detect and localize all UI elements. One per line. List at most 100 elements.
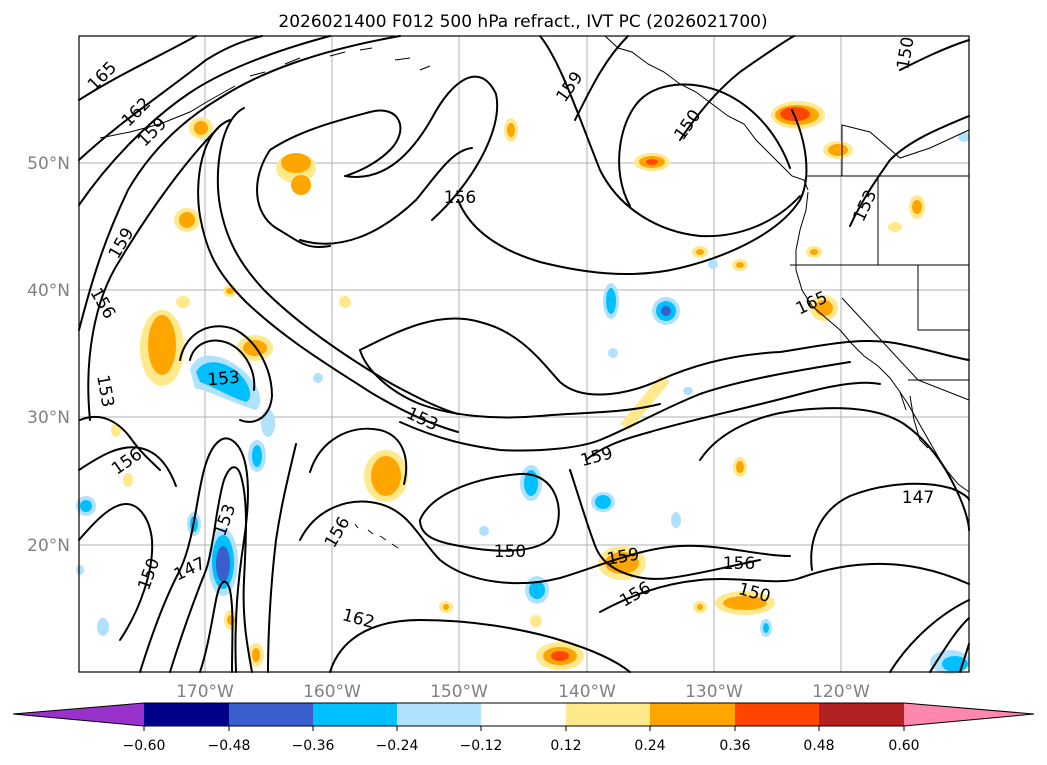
colorbar-ticks xyxy=(143,726,905,731)
positive-anomaly-patch xyxy=(504,118,518,142)
positive-anomaly-patch xyxy=(733,457,747,477)
colorbar-tick-label: −0.60 xyxy=(123,738,166,754)
positive-anomaly-patch xyxy=(620,376,670,430)
lon-label-140w: 140°W xyxy=(558,682,616,702)
colorbar: −0.60 −0.48 −0.36 −0.24 −0.12 0.12 0.24 … xyxy=(12,702,1035,754)
lat-label-20n: 20°N xyxy=(27,536,70,556)
coastlines xyxy=(99,35,970,549)
contour-line xyxy=(359,317,970,396)
colorbar-tick-label: 0.48 xyxy=(803,738,834,754)
negative-anomaly-patch xyxy=(190,355,261,410)
contour-line xyxy=(574,35,629,121)
contour-line xyxy=(457,109,808,275)
latitude-labels: 50°N 40°N 30°N 20°N xyxy=(27,154,70,556)
lon-label-160w: 160°W xyxy=(303,682,361,702)
contour-line xyxy=(359,349,661,419)
map-panel: 165 162 159 159 156 153 156 150 147 153 … xyxy=(76,35,970,674)
positive-anomaly-patch xyxy=(174,208,200,232)
positive-anomaly-patch xyxy=(276,153,316,195)
lon-label-130w: 130°W xyxy=(685,682,743,702)
contour-line xyxy=(889,599,970,673)
positive-anomaly-patch xyxy=(771,101,825,129)
contour-label: 156 xyxy=(444,188,476,208)
negative-anomaly-patch xyxy=(603,283,619,319)
colorbar-segment xyxy=(735,703,819,726)
canada-province-line xyxy=(808,124,970,177)
contour-label: 153 xyxy=(207,368,241,391)
baja-coastline xyxy=(899,391,929,449)
contour-line xyxy=(309,427,408,485)
contour-line xyxy=(899,39,970,71)
colorbar-tick-label: 0.24 xyxy=(634,738,665,754)
colorbar-segment xyxy=(481,703,566,726)
contour-label: 156 xyxy=(723,554,755,574)
contour-line xyxy=(199,580,234,673)
alaska-bc-coastline xyxy=(604,35,809,191)
colorbar-tick-label: 0.12 xyxy=(550,738,581,754)
contour-line xyxy=(256,149,331,248)
colorbar-tick-label: −0.36 xyxy=(292,738,335,754)
contour-line xyxy=(299,147,473,245)
colorbar-tick-label: 0.60 xyxy=(888,738,919,754)
contour-line xyxy=(169,466,253,673)
colorbar-tick-label: 0.36 xyxy=(719,738,750,754)
positive-anomaly-patch xyxy=(634,153,670,171)
contour-label: 150 xyxy=(494,542,526,562)
colorbar-segment xyxy=(397,703,481,726)
contour-line xyxy=(179,325,273,423)
colorbar-tick-label: −0.48 xyxy=(208,738,251,754)
contour-line xyxy=(269,109,402,177)
contour-line xyxy=(585,381,881,461)
contour-line xyxy=(139,437,249,673)
contour-line xyxy=(679,35,795,141)
positive-anomaly-patch xyxy=(364,450,408,502)
negative-anomaly-patch xyxy=(652,297,680,325)
aleutian-islands xyxy=(99,47,431,139)
ivt-shading xyxy=(76,101,970,674)
colorbar-segment xyxy=(819,703,904,726)
positive-anomaly-patch xyxy=(248,643,264,667)
refractivity-contours xyxy=(78,35,970,673)
state-boundaries xyxy=(790,176,970,401)
contour-line xyxy=(569,469,761,580)
contour-line xyxy=(78,35,331,206)
contour-line xyxy=(189,339,256,391)
contour-line xyxy=(267,443,297,673)
contour-line xyxy=(699,407,970,531)
contour-line xyxy=(399,361,851,452)
contour-line xyxy=(79,415,161,471)
negative-anomaly-patch xyxy=(76,132,970,674)
hawaiian-islands xyxy=(354,523,399,549)
colorbar-tick-label: −0.24 xyxy=(376,738,419,754)
positive-anomaly-patch xyxy=(536,642,584,670)
negative-anomaly-patch xyxy=(520,465,542,501)
contour-line xyxy=(299,500,791,585)
lat-label-30n: 30°N xyxy=(27,408,70,428)
lon-label-120w: 120°W xyxy=(812,682,870,702)
contour-line xyxy=(539,35,801,238)
contour-line xyxy=(599,562,970,613)
colorbar-segment xyxy=(650,703,735,726)
contour-line xyxy=(810,482,970,571)
lat-label-50n: 50°N xyxy=(27,154,70,174)
west-coast-coastline xyxy=(795,191,970,493)
positive-anomaly-patch xyxy=(140,310,184,386)
colorbar-segment xyxy=(144,703,229,726)
positive-anomaly-patch xyxy=(111,222,902,627)
contour-line xyxy=(78,35,401,331)
lon-label-150w: 150°W xyxy=(430,682,488,702)
positive-anomaly-patch xyxy=(715,591,775,615)
positive-anomaly-patch xyxy=(909,195,925,219)
contour-line xyxy=(78,35,263,161)
colorbar-extend-min xyxy=(13,703,144,726)
contour-line xyxy=(618,83,791,207)
contour-line xyxy=(344,75,499,221)
negative-anomaly-patch xyxy=(208,528,238,596)
figure-title: 2026021400 F012 500 hPa refract., IVT PC… xyxy=(278,12,767,32)
contour-line xyxy=(419,472,560,552)
contour-line xyxy=(87,125,221,421)
colorbar-segment xyxy=(313,703,397,726)
colorbar-extend-max xyxy=(904,703,1034,726)
longitude-labels: 170°W 160°W 150°W 140°W 130°W 120°W xyxy=(176,682,870,702)
